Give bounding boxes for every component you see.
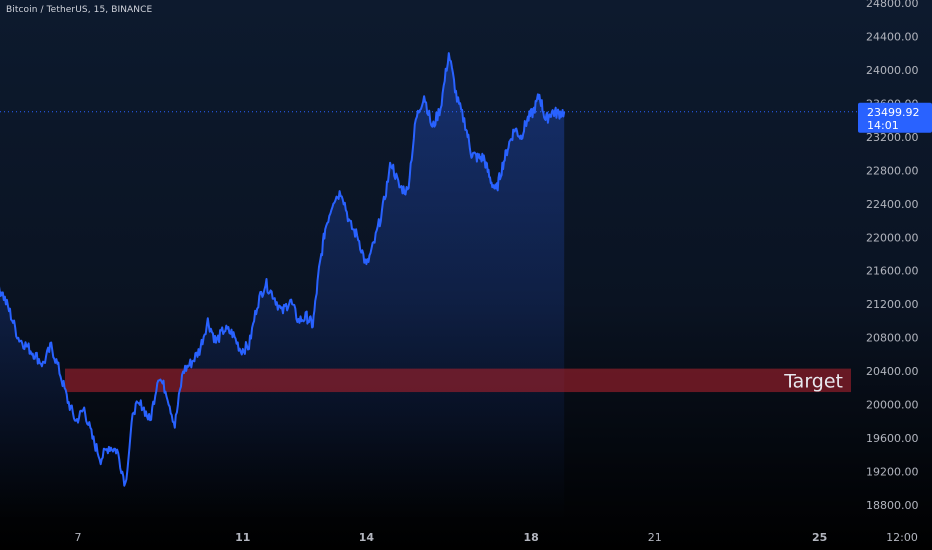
y-tick-label: 19200.00 — [866, 466, 919, 479]
y-tick-label: 18800.00 — [866, 499, 919, 512]
target-zone-label: Target — [783, 370, 843, 392]
last-price-badge — [858, 102, 932, 133]
y-tick-label: 22800.00 — [866, 164, 919, 177]
y-tick-label: 24800.00 — [866, 0, 919, 10]
y-tick-label: 24400.00 — [866, 30, 919, 43]
x-tick-label: 11 — [235, 531, 250, 544]
last-price-value: 23499.92 — [867, 106, 920, 119]
symbol-title: Bitcoin / TetherUS, 15, BINANCE — [6, 5, 153, 15]
x-tick-label: 18 — [524, 531, 539, 544]
x-tick-label: 12:00 — [886, 531, 918, 544]
y-tick-label: 22000.00 — [866, 231, 919, 244]
x-tick-label: 21 — [648, 531, 662, 544]
x-tick-label: 7 — [75, 531, 82, 544]
x-tick-label: 25 — [812, 531, 827, 544]
y-tick-label: 21200.00 — [866, 298, 919, 311]
target-zone[interactable] — [65, 368, 851, 393]
y-tick-label: 20000.00 — [866, 399, 919, 412]
y-tick-label: 24000.00 — [866, 64, 919, 77]
price-line-series[interactable] — [0, 52, 566, 487]
y-tick-label: 21600.00 — [866, 265, 919, 278]
x-tick-label: 14 — [359, 531, 375, 544]
bar-countdown: 14:01 — [867, 119, 899, 132]
y-tick-label: 23200.00 — [866, 131, 919, 144]
y-tick-label: 20400.00 — [866, 365, 919, 378]
y-tick-label: 19600.00 — [866, 432, 919, 445]
price-area-fill — [0, 53, 565, 520]
y-tick-label: 20800.00 — [866, 332, 919, 345]
y-tick-label: 22400.00 — [866, 198, 919, 211]
